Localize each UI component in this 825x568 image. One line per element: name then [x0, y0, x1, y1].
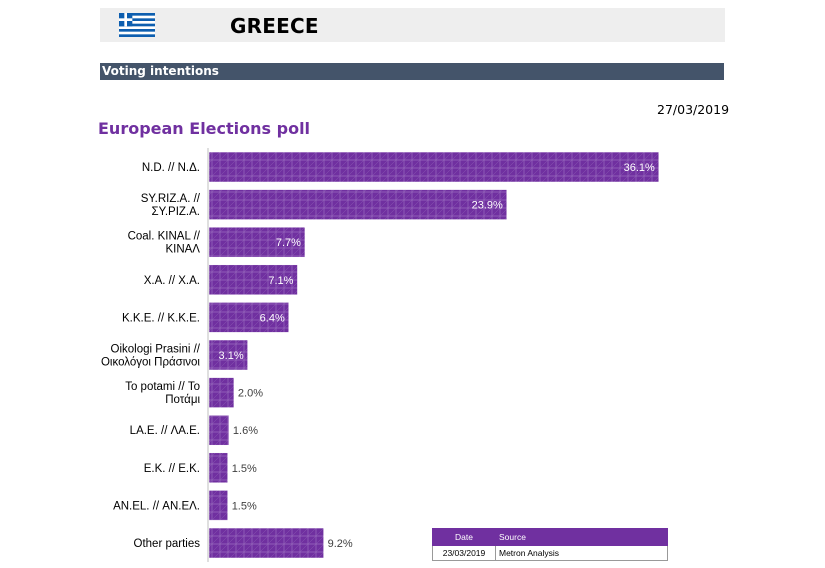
category-label: To potami // Το Ποτάμι	[125, 381, 200, 406]
source-table: Date Source 23/03/2019 Metron Analysis	[432, 528, 668, 561]
table-row: 23/03/2019 Metron Analysis	[432, 545, 668, 561]
bar	[208, 302, 289, 333]
table-header-source: Source	[495, 528, 668, 546]
category-label: E.K. // Ε.Κ.	[144, 463, 200, 475]
value-label: 9.2%	[328, 538, 353, 550]
category-label: N.D. // Ν.Δ.	[142, 162, 200, 174]
category-label: Other parties	[134, 538, 201, 550]
value-label: 1.5%	[232, 463, 257, 475]
bar	[208, 527, 324, 559]
greece-flag-icon	[119, 13, 155, 37]
category-label: SY.RIZ.A. //ΣΥ.ΡΙΖ.Α.	[141, 193, 201, 218]
report-date: 27/03/2019	[657, 102, 730, 117]
bar	[208, 151, 660, 183]
bar	[208, 452, 228, 484]
value-label: 1.5%	[232, 500, 257, 512]
bar	[208, 414, 230, 446]
bar	[208, 377, 235, 408]
bar	[208, 189, 508, 220]
value-label: 1.6%	[233, 425, 258, 437]
value-label: 6.4%	[260, 312, 285, 324]
value-label: 36.1%	[624, 162, 655, 174]
value-label: 2.0%	[238, 388, 263, 400]
category-label: LA.E. // ΛΑ.Ε.	[130, 425, 200, 437]
country-header: GREECE	[100, 8, 725, 42]
bars-group: N.D. // Ν.Δ. 36.1% SY.RIZ.A. //ΣΥ.ΡΙΖ.Α. 23…	[101, 151, 660, 559]
category-label: K.K.E. // Κ.Κ.Ε.	[122, 312, 200, 324]
category-label: Coal. KINAL //ΚΙΝΑΛ	[128, 231, 201, 256]
section-header: Voting intentions	[100, 63, 724, 80]
category-label: Oikologi Prasini //Οικολόγοι Πράσινοι	[101, 344, 201, 369]
bar	[208, 490, 228, 521]
value-label: 7.7%	[276, 237, 301, 249]
category-label: X.A. // Χ.Α.	[144, 275, 200, 287]
bar	[208, 339, 248, 371]
bar	[208, 264, 298, 296]
section-title: Voting intentions	[102, 64, 219, 78]
value-label: 3.1%	[219, 350, 244, 362]
country-title: GREECE	[230, 14, 319, 38]
bar-chart: N.D. // Ν.Δ. 36.1% SY.RIZ.A. //ΣΥ.ΡΙΖ.Α. 23…	[101, 148, 660, 562]
table-cell-source: Metron Analysis	[495, 545, 668, 561]
poll-title: European Elections poll	[98, 119, 311, 138]
table-header-date: Date	[432, 528, 496, 546]
table-cell-date: 23/03/2019	[432, 545, 496, 561]
value-label: 7.1%	[268, 275, 293, 287]
bar	[208, 226, 306, 258]
category-label: AN.EL. // ΑΝ.ΕΛ.	[113, 500, 200, 512]
value-label: 23.9%	[472, 200, 503, 212]
